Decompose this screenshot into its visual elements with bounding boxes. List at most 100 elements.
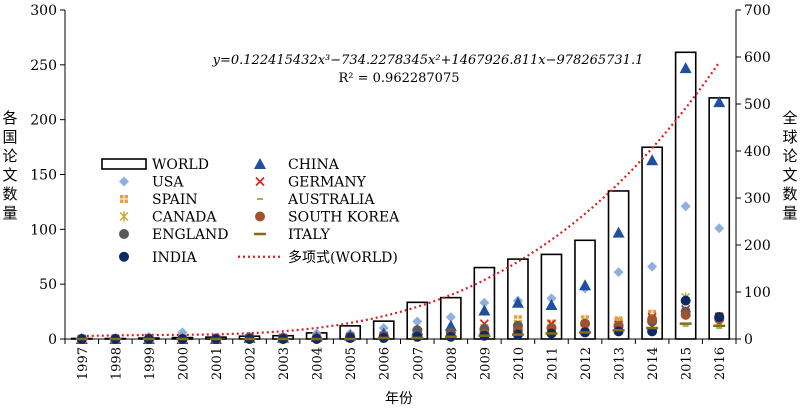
point-china (511, 296, 524, 308)
diamond-shape (613, 267, 624, 278)
triangle-shape (478, 304, 491, 316)
y-right-tick-label: 700 (744, 3, 771, 19)
y-right-title-char: 全 (782, 109, 797, 127)
x-tick-label: 2006 (378, 347, 393, 380)
diamond-shape (445, 312, 456, 323)
legend-item: USA (119, 175, 184, 191)
y-right-title-char: 球 (782, 128, 797, 146)
y-right-tick-label: 400 (744, 144, 771, 160)
legend-item: 多项式(WORLD) (238, 249, 398, 266)
y-right-title-char: 量 (782, 204, 797, 222)
x-axis-title: 年份 (385, 391, 413, 407)
x-tick-label: 2009 (478, 347, 493, 380)
diamond-shape (647, 261, 658, 272)
y-right-title-char: 数 (782, 185, 797, 203)
legend-swatch (119, 251, 129, 262)
y-right-tick-label: 100 (744, 285, 771, 301)
y-left-tick-label: 300 (30, 3, 57, 19)
legend-swatch-world (101, 158, 147, 170)
point-india (714, 312, 725, 323)
legend-item: CHINA (254, 157, 340, 173)
triangle-shape (713, 96, 726, 108)
legend-label: INDIA (152, 250, 198, 266)
point-china (444, 319, 457, 331)
world-bar (607, 190, 630, 340)
circle-shape (580, 318, 591, 329)
legend-swatch (254, 158, 266, 169)
legend-swatch (255, 176, 265, 187)
x-tick-label: 2007 (411, 347, 426, 380)
circle-shape (119, 251, 129, 262)
legend-swatch (255, 211, 265, 222)
legend-label: WORLD (152, 157, 209, 173)
circle-shape (680, 295, 691, 306)
y-right-title-char: 论 (782, 147, 797, 165)
circle-shape (119, 229, 129, 239)
y-left-title-char: 数 (2, 185, 17, 203)
triangle-shape (444, 319, 457, 331)
y-right-tick-label: 500 (744, 97, 771, 113)
point-china (612, 226, 625, 238)
x-tick-label: 2014 (646, 347, 661, 380)
star-shape (119, 211, 129, 222)
legend-swatch (120, 195, 128, 203)
y-left-title-char: 论 (2, 147, 17, 165)
y-left-tick-label: 150 (30, 168, 57, 184)
x-tick-label: 2013 (613, 347, 628, 380)
triangle-shape (612, 226, 625, 238)
point-usa (445, 312, 456, 323)
diamond-shape (546, 293, 557, 304)
x-tick-label: 2010 (512, 347, 527, 380)
point-china (478, 304, 491, 316)
y-left-tick-label: 250 (30, 58, 57, 74)
x-shape (255, 176, 265, 187)
point-usa (647, 261, 658, 272)
y-left-title-char: 国 (2, 128, 17, 146)
y-right-tick-label: 300 (744, 191, 771, 207)
y-left-title-char: 各 (2, 109, 17, 127)
legend-label: ENGLAND (152, 227, 229, 243)
legend-label: GERMANY (288, 175, 367, 191)
point-usa (546, 293, 557, 304)
y-left-tick-label: 200 (30, 113, 57, 129)
y-right-tick-label: 600 (744, 50, 771, 66)
x-tick-label: 2000 (176, 347, 191, 380)
point-usa (613, 267, 624, 278)
legend-item: INDIA (119, 250, 198, 266)
plus-shape (120, 195, 128, 203)
point-china (579, 279, 592, 291)
circle-shape (714, 312, 725, 323)
legend-swatch (119, 176, 129, 187)
point-south-korea (680, 309, 691, 320)
point-china (713, 96, 726, 108)
diamond-shape (479, 297, 490, 308)
trendline (81, 61, 721, 338)
world-bars (70, 51, 731, 340)
point-usa (479, 297, 490, 308)
legend-label: 多项式(WORLD) (288, 249, 398, 266)
x-tick-label: 2016 (713, 347, 728, 380)
world-bar (708, 97, 731, 340)
legend-label: CANADA (152, 210, 217, 226)
diamond-shape (412, 316, 423, 327)
point-usa (412, 316, 423, 327)
legend-item: SOUTH KOREA (255, 210, 400, 226)
x-tick-label: 2015 (680, 347, 695, 380)
x-tick-label: 1999 (143, 347, 158, 380)
point-usa (714, 223, 725, 234)
legend-label: ITALY (288, 227, 331, 243)
x-tick-label: 2008 (445, 347, 460, 380)
triangle-shape (545, 299, 558, 311)
x-tick-label: 2002 (244, 347, 259, 380)
point-india (680, 295, 691, 306)
point-south-korea (580, 318, 591, 329)
x-tick-label: 2004 (311, 347, 326, 380)
point-usa (680, 201, 691, 212)
equation-label: y=0.122415432x³−734.2278345x²+1467926.81… (212, 53, 644, 68)
diamond-shape (680, 201, 691, 212)
country-points (75, 62, 726, 344)
legend-item: GERMANY (255, 175, 367, 191)
circle-shape (647, 314, 658, 325)
y-left-title-char: 文 (2, 166, 17, 184)
